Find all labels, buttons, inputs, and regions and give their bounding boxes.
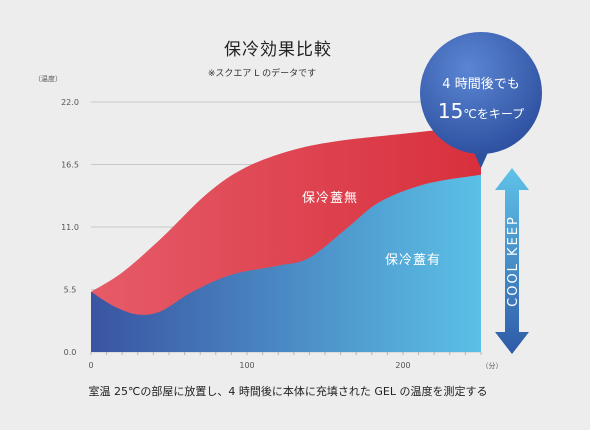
- y-tick-label: 16.5: [61, 161, 79, 170]
- y-tick-label: 0.0: [64, 348, 77, 357]
- x-tick-labels: 0 100 200: [88, 361, 410, 370]
- cool-keep-label: COOL KEEP: [506, 215, 521, 307]
- footnote: 室温 25℃の部屋に放置し、4 時間後に本体に充填された GEL の温度を測定す…: [89, 384, 488, 398]
- series-label-with-lid: 保冷蓋有: [385, 253, 441, 268]
- badge-big-number: 15: [438, 99, 463, 123]
- badge-line-1: 4 時間後でも: [442, 77, 519, 92]
- badge-line-2: 15℃をキープ: [438, 99, 524, 123]
- y-tick-labels: 0.0 5.5 11.0 16.5 22.0: [61, 98, 79, 357]
- x-tick-label: 0: [88, 361, 93, 370]
- y-tick-label: 11.0: [61, 223, 79, 232]
- series-areas: [91, 124, 481, 352]
- y-axis-label: （温度）: [34, 74, 62, 83]
- area-with-lid: [91, 174, 481, 352]
- chart-title: 保冷効果比較: [224, 40, 332, 60]
- series-label-no-lid: 保冷蓋無: [302, 191, 358, 206]
- cool-keep-arrow: COOL KEEP: [495, 168, 529, 354]
- x-axis-unit: （分）: [482, 361, 503, 370]
- badge-line-2-rest: ℃をキープ: [463, 107, 524, 121]
- x-tick-label: 200: [395, 361, 410, 370]
- y-tick-label: 5.5: [64, 286, 77, 295]
- chart-subtitle: ※スクエア L のデータです: [208, 67, 316, 79]
- x-tick-label: 100: [239, 361, 254, 370]
- result-badge: 4 時間後でも 15℃をキープ: [420, 32, 542, 168]
- y-tick-label: 22.0: [61, 98, 79, 107]
